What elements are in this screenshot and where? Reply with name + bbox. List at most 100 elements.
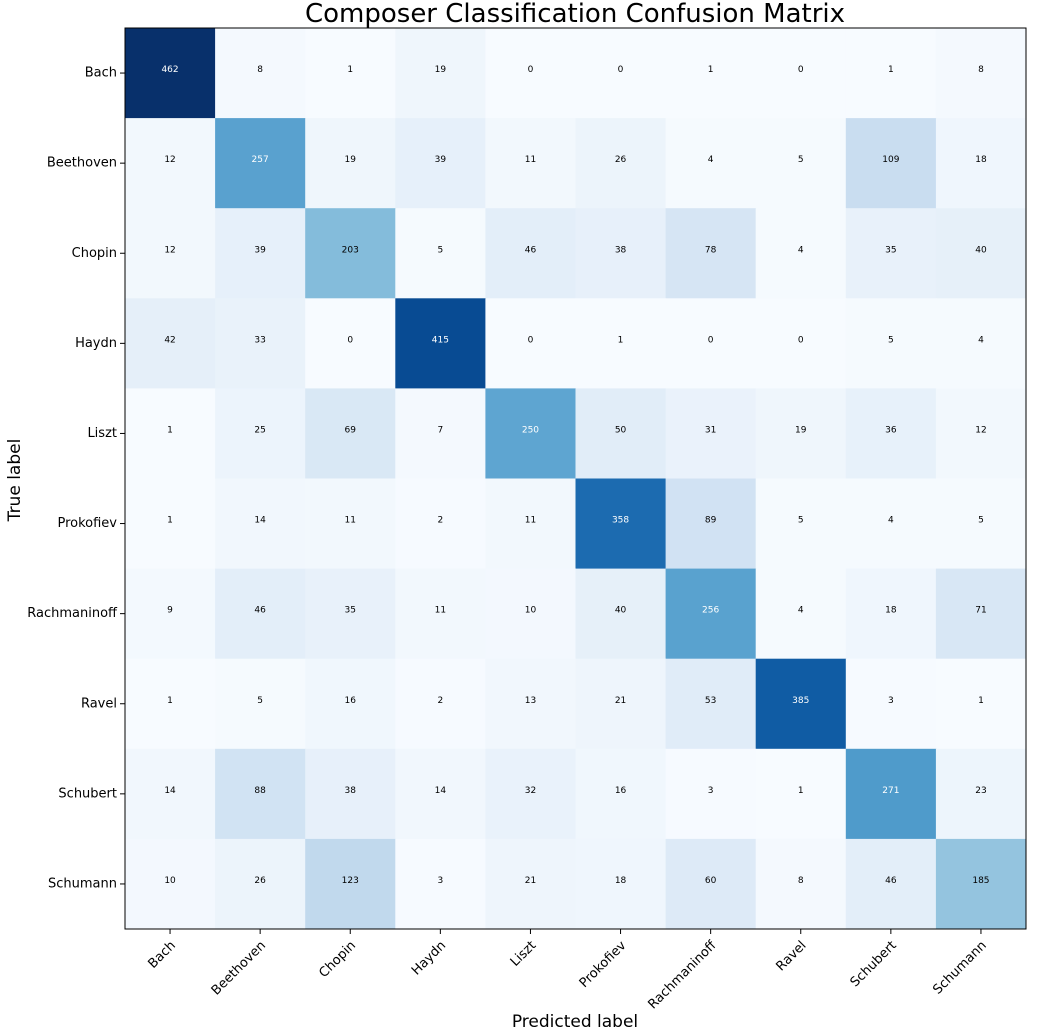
cell-value-label: 10 [525,606,537,616]
heatmap-cell [215,658,306,750]
x-tick-label: Prokofiev [577,938,630,991]
heatmap-cell [305,568,396,660]
heatmap-cell [665,478,757,570]
heatmap-cell [125,208,216,299]
heatmap-cell [215,298,306,389]
heatmap-cell [485,298,576,389]
heatmap-cell [575,208,667,299]
cell-value-label: 14 [254,516,266,526]
cell-value-label: 12 [164,155,175,165]
heatmap-cell [215,748,306,840]
heatmap-cell [665,748,757,840]
cell-value-label: 5 [798,155,804,165]
heatmap-cell [755,298,847,389]
heatmap-cell [755,748,847,840]
heatmap-cell [485,118,576,209]
heatmap-cell [485,568,576,660]
cell-value-label: 4 [798,606,804,616]
heatmap-cell [485,658,576,750]
y-tick-label: Bach [85,66,117,81]
heatmap-cell [305,28,396,119]
x-tick-label: Haydn [409,938,449,978]
cell-value-label: 36 [885,425,897,435]
y-tick-label: Beethoven [47,156,117,171]
heatmap-cell [575,748,667,840]
heatmap-cell [935,748,1027,840]
cell-value-label: 256 [702,606,719,616]
cell-value-label: 11 [345,516,356,526]
heatmap-cell [485,478,576,570]
cell-value-label: 88 [254,786,266,796]
cell-value-label: 271 [882,786,899,796]
cell-value-label: 21 [525,876,536,886]
cell-value-label: 50 [615,425,627,435]
cell-value-label: 123 [342,876,359,886]
heatmap-cell [665,568,757,660]
y-tick-label: Schumann [48,876,117,891]
heatmap-cell [665,298,757,389]
cell-value-label: 5 [978,516,984,526]
cell-value-label: 462 [161,65,178,75]
heatmap-cell [755,568,847,660]
y-tick-label: Prokofiev [57,516,117,531]
cell-value-label: 14 [164,786,176,796]
heatmap-cell [215,388,306,479]
cell-value-label: 39 [254,245,266,255]
cell-value-label: 21 [615,696,626,706]
cell-value-label: 1 [167,425,173,435]
heatmap-cell [935,568,1027,660]
cell-value-label: 5 [888,335,894,345]
heatmap-cell [305,118,396,209]
cell-value-label: 18 [975,155,987,165]
cell-value-label: 1 [618,335,624,345]
heatmap-cell [395,478,486,570]
cell-value-label: 1 [167,516,173,526]
heatmap-cell [395,298,486,389]
cell-value-label: 5 [798,516,804,526]
heatmap-cell [665,118,757,209]
heatmap-cell [845,478,937,570]
cell-value-label: 8 [257,65,263,75]
heatmap-cell [755,28,847,119]
heatmap-cells [125,28,1027,930]
heatmap-cell [755,388,847,479]
cell-value-label: 19 [795,425,807,435]
cell-value-label: 71 [975,606,986,616]
heatmap-cell [575,838,667,930]
cell-value-label: 2 [437,516,443,526]
y-tick-label: Haydn [75,336,117,351]
heatmap-cell [935,838,1027,930]
heatmap-cell [755,118,847,209]
heatmap-cell [125,298,216,389]
cell-value-label: 33 [254,335,265,345]
heatmap-cell [215,28,306,119]
heatmap-cell [755,838,847,930]
cell-value-label: 0 [528,65,534,75]
heatmap-cell [125,748,216,840]
cell-value-label: 35 [885,245,896,255]
heatmap-cell [575,568,667,660]
heatmap-cell [575,658,667,750]
cell-value-label: 11 [525,155,536,165]
heatmap-cell [485,388,576,479]
cell-value-label: 46 [254,606,266,616]
heatmap-cell [665,28,757,119]
cell-value-label: 7 [437,425,443,435]
cell-value-label: 4 [798,245,804,255]
cell-value-label: 203 [342,245,359,255]
heatmap-cell [215,478,306,570]
cell-value-label: 19 [345,155,357,165]
x-tick-label: Rachmaninoff [645,937,720,1012]
heatmap-cell [845,658,937,750]
y-tick-label: Schubert [58,786,117,801]
plot-frame [124,27,1027,930]
cell-value-label: 185 [972,876,989,886]
cell-value-label: 53 [705,696,716,706]
x-tick-label: Liszt [508,938,540,970]
cell-value-label: 19 [435,65,447,75]
heatmap-cell [845,748,937,840]
x-tick-label: Schumann [930,938,989,997]
cell-value-label: 5 [257,696,263,706]
heatmap-cell [845,388,937,479]
heatmap-cell [845,298,937,389]
